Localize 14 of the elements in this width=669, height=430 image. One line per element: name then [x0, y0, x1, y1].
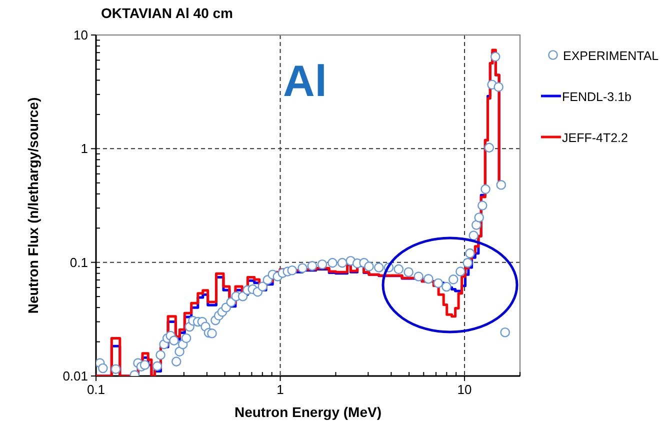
x-tick-label: 0.1	[86, 382, 106, 397]
chart-title: OKTAVIAN Al 40 cm	[101, 5, 233, 21]
x-tick-label: 10	[457, 382, 472, 397]
annotation: Al	[283, 57, 327, 106]
y-tick-label: 1	[80, 141, 88, 156]
legend-label: EXPERIMENTAL	[563, 49, 659, 63]
y-tick-label: 0.01	[62, 368, 88, 384]
x-tick-label: 1	[276, 382, 284, 397]
legend-label: JEFF-4T2.2	[562, 131, 628, 145]
x-axis-title: Neutron Energy (MeV)	[234, 404, 382, 420]
legend-label: FENDL-3.1b	[562, 90, 632, 104]
y-axis-title: Neutron Flux (n/lethargy/source)	[25, 97, 41, 314]
y-tick-label: 10	[74, 28, 88, 42]
y-tick-label: 0.1	[70, 254, 88, 270]
